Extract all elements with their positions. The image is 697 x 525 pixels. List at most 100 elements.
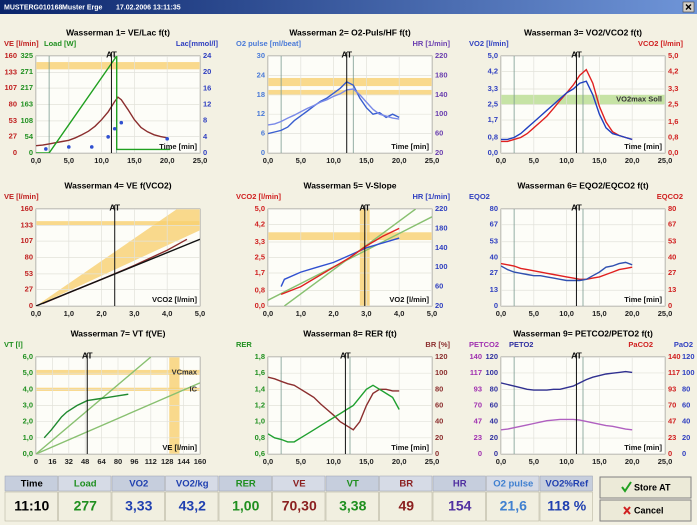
x-axis-label: Time [min] <box>624 295 662 304</box>
at-label: AT <box>106 49 118 59</box>
y-tick-label: 80 <box>25 252 33 261</box>
y-tick-label: 0,8 <box>488 132 498 141</box>
x-axis-label: Time [min] <box>624 443 662 452</box>
y-tick-label: 220 <box>435 51 448 60</box>
chart-panel: Wasserman 7= VT f(VE) VCmax IC 0,0 1,0 2,0 3,0… <box>4 328 206 466</box>
x-tick-label: 15,0 <box>592 156 607 165</box>
value-cell <box>272 491 326 522</box>
header-cell <box>325 475 379 492</box>
y-axis-label: VCO2 [l/min] <box>236 192 282 201</box>
y-tick-label: 54 <box>25 132 34 141</box>
y-tick-label: 0 <box>668 301 672 310</box>
y-tick-label: 80 <box>9 99 17 108</box>
y2-axis-label: Lac[mmol/l] <box>176 39 219 48</box>
y-tick-label: 4,2 <box>488 67 498 76</box>
y-axis-label: O2 pulse [ml/beat] <box>236 39 302 48</box>
y-tick-label: 40 <box>490 252 498 261</box>
y-tick-label: 80 <box>490 384 498 393</box>
plot-content <box>501 56 665 153</box>
x-tick-label: 25,0 <box>425 156 440 165</box>
y-tick-label: 0,0 <box>488 148 498 157</box>
y-axis-label: EQO2 <box>469 192 490 201</box>
data-line <box>280 227 400 296</box>
y-tick-label: 23 <box>474 433 482 442</box>
header-cell <box>539 475 593 492</box>
y-tick-label: 47 <box>474 416 482 425</box>
y-tick-label: 0,8 <box>255 285 265 294</box>
y-tick-label: 13 <box>668 285 676 294</box>
data-line <box>268 376 400 431</box>
data-line <box>501 418 633 431</box>
value-text: 1,00 <box>232 498 259 514</box>
button-label[interactable]: Cancel <box>634 505 664 515</box>
data-line <box>501 262 633 280</box>
x-tick-label: 0 <box>34 457 38 466</box>
y-tick-label: 0,0 <box>255 301 265 310</box>
plot-content <box>268 56 432 153</box>
y-axis-label: Load [W] <box>44 39 77 48</box>
y-tick-label: 60 <box>435 282 443 291</box>
y-axis-label: VE [l/min] <box>4 39 39 48</box>
window-datetime: 17.02.2006 13:11:35 <box>116 4 181 11</box>
plot-area <box>267 55 433 154</box>
y-tick-label: 220 <box>435 204 448 213</box>
y-tick-label: 80 <box>435 384 443 393</box>
y-tick-label: 2,5 <box>488 99 498 108</box>
x-tick-label: 20,0 <box>160 156 175 165</box>
chart-title: Wasserman 2= O2-Puls/HF f(t) <box>289 27 410 37</box>
data-point <box>119 120 124 125</box>
value-cell <box>486 491 540 522</box>
at-label: AT <box>340 350 352 360</box>
y-tick-label: 0 <box>13 148 17 157</box>
y-tick-label: 1,0 <box>255 417 265 426</box>
y-tick-label: 40 <box>682 417 690 426</box>
x-tick-label: 25,0 <box>425 457 440 466</box>
y-tick-label: 160 <box>4 51 17 60</box>
plot-content <box>501 357 665 454</box>
y-tick-label: 2,0 <box>23 417 33 426</box>
data-point <box>67 145 71 149</box>
x-tick-label: 128 <box>161 457 174 466</box>
header-cell <box>486 475 540 492</box>
y-tick-label: 16 <box>203 83 211 92</box>
y-tick-label: 93 <box>668 385 676 394</box>
y-tick-label: 40 <box>668 252 676 261</box>
y-tick-label: 80 <box>490 204 498 213</box>
y-tick-label: 1,4 <box>255 384 266 393</box>
y-tick-label: 67 <box>490 220 498 229</box>
y-tick-label: 100 <box>485 368 498 377</box>
chart-title: Wasserman 3= VO2/VCO2 f(t) <box>524 27 642 37</box>
x-tick-label: 4,0 <box>394 309 404 318</box>
close-button[interactable] <box>682 1 695 13</box>
y2-axis-label: BR [%] <box>425 340 450 349</box>
chart-title: Wasserman 4= VE f(VCO2) <box>64 180 171 190</box>
title-bar <box>0 0 697 14</box>
y-tick-label: 0 <box>494 301 498 310</box>
y-tick-label: 3,3 <box>255 237 265 246</box>
x-tick-label: 15,0 <box>359 156 374 165</box>
y-tick-label: 1,2 <box>255 400 265 409</box>
y-axis-label: RER <box>236 340 252 349</box>
y-tick-label: 107 <box>20 236 33 245</box>
value-text: 11:10 <box>14 498 49 514</box>
y-tick-label: 100 <box>435 262 448 271</box>
y-tick-label: 0 <box>29 148 33 157</box>
button-label[interactable]: Store AT <box>634 482 671 492</box>
data-point <box>165 137 169 141</box>
y-tick-label: 6,0 <box>23 352 33 361</box>
x-axis-label: VE [l/min] <box>162 443 197 452</box>
y-tick-label: 47 <box>668 416 676 425</box>
store-at-button[interactable]: Store AT <box>599 476 692 499</box>
y-tick-label: 60 <box>435 129 443 138</box>
x-tick-label: 0,0 <box>496 309 506 318</box>
header-text: Time <box>21 479 43 490</box>
x-tick-label: 144 <box>177 457 190 466</box>
data-point <box>89 145 94 149</box>
x-tick-label: 20,0 <box>392 156 407 165</box>
y-tick-label: 70 <box>668 400 676 409</box>
y-tick-label: 93 <box>474 385 482 394</box>
y-tick-label: 53 <box>490 237 498 246</box>
y-tick-label: 0,0 <box>23 449 33 458</box>
cancel-button[interactable]: Cancel <box>599 499 692 522</box>
y-tick-label: 24 <box>257 70 266 79</box>
